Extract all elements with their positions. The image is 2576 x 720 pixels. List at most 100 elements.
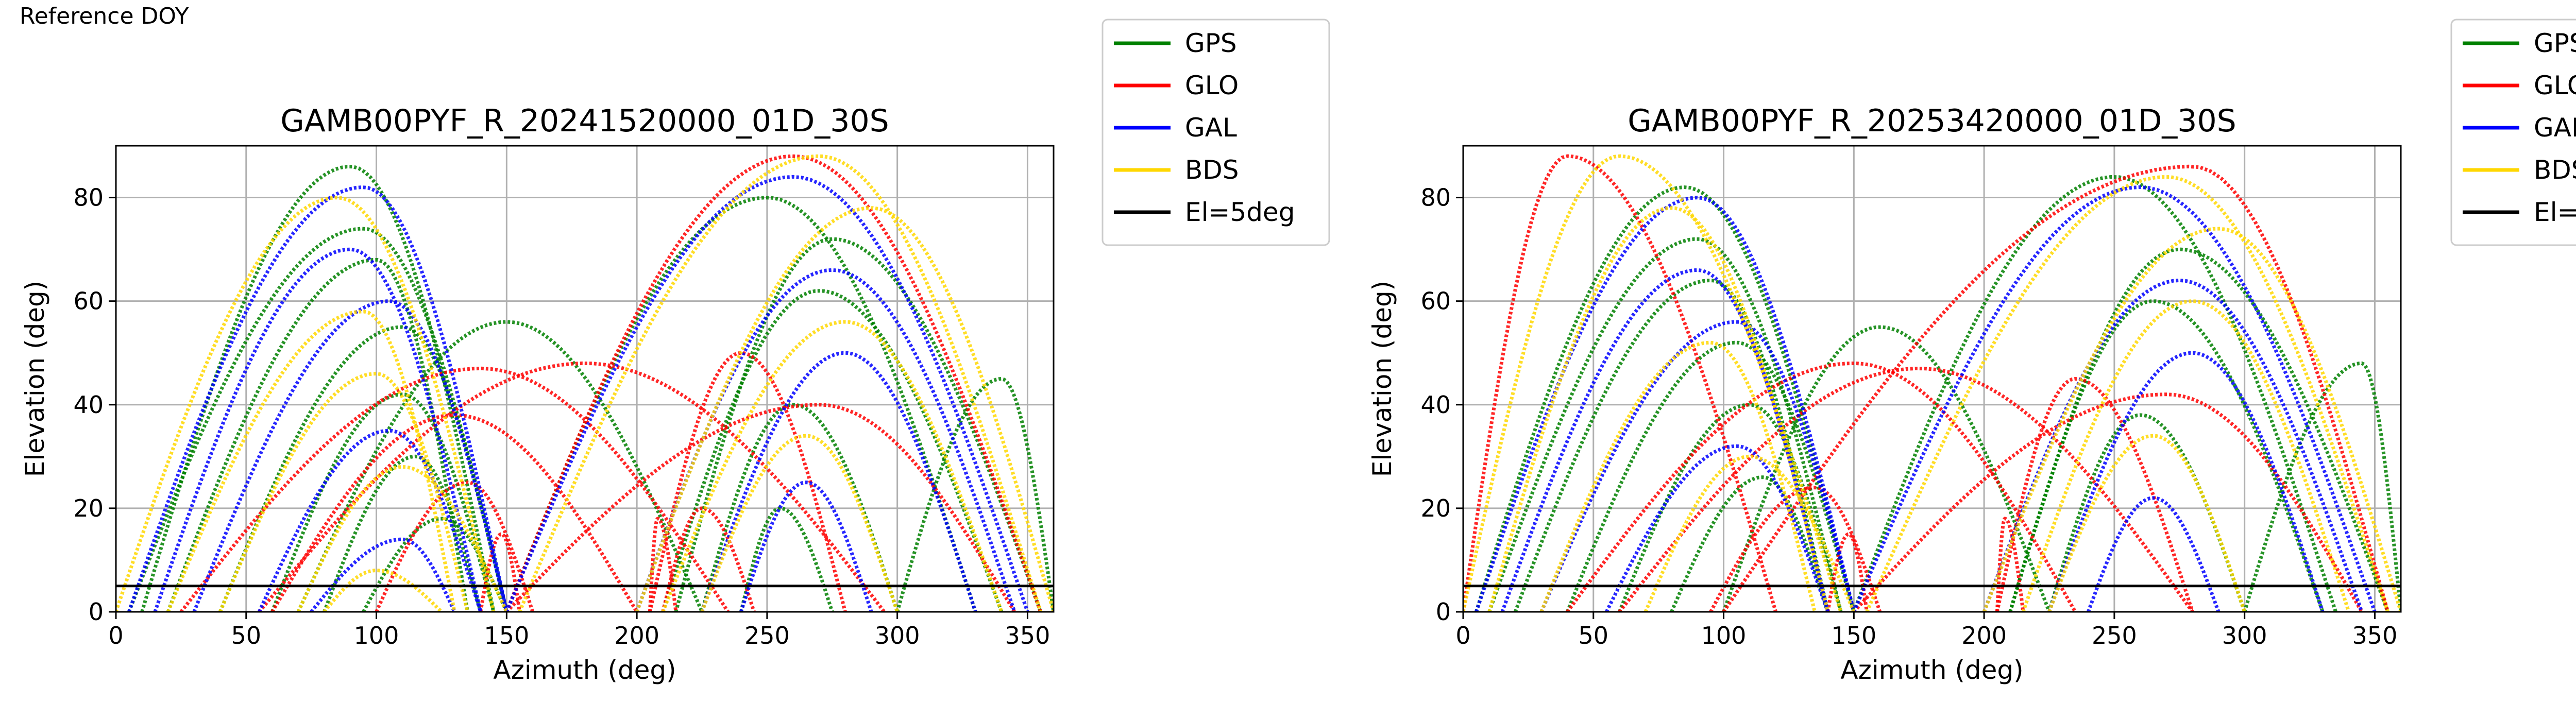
satellite-track <box>1670 475 1830 612</box>
satellite-track <box>648 517 678 612</box>
satellite-track <box>375 481 535 612</box>
satellite-track <box>296 465 509 612</box>
series-glo <box>179 154 1043 612</box>
satellite-track <box>1463 154 1843 612</box>
legend: GPS GLO GAL BDS El=5deg <box>1101 19 1330 246</box>
x-tick-label: 50 <box>1579 622 1609 649</box>
series-gps <box>127 164 1054 612</box>
x-tick-label: 350 <box>1005 622 1050 649</box>
x-axis-label: Azimuth (deg) <box>1840 655 2023 685</box>
satellite-track <box>661 320 1004 612</box>
satellite-track <box>192 299 509 612</box>
x-tick-label: 350 <box>2352 622 2398 649</box>
satellite-track <box>1852 392 2364 612</box>
satellite-track <box>661 289 1004 612</box>
x-tick-label: 150 <box>484 622 529 649</box>
satellite-track <box>1995 517 2025 612</box>
satellite-track <box>1539 320 1856 612</box>
satellite-track <box>895 376 1054 612</box>
satellite-track <box>2243 361 2401 612</box>
satellite-track <box>739 481 873 612</box>
legend-label: GPS <box>2534 28 2576 58</box>
y-tick-label: 0 <box>1436 598 1451 626</box>
satellite-track <box>2021 299 2351 612</box>
satellite-track <box>1852 175 2337 612</box>
y-tick-label: 40 <box>73 391 104 419</box>
satellite-track <box>179 366 730 612</box>
satellite-track <box>310 537 456 612</box>
legend-label: BDS <box>2534 155 2576 185</box>
x-tick-label: 0 <box>108 622 123 649</box>
y-tick-label: 60 <box>73 287 104 315</box>
y-tick-label: 20 <box>1420 494 1451 522</box>
skyplot-left: 0 50 100 150 200 250 300 350 0 20 40 60 80 GAMB00PYF_… <box>20 19 1330 685</box>
page-title: Reference DOY <box>20 3 189 29</box>
series-glo <box>1463 154 2390 612</box>
satellite-track <box>1982 227 2401 612</box>
satellite-track <box>700 434 900 612</box>
y-tick-label: 60 <box>1420 287 1451 315</box>
satellite-track <box>1513 279 1830 612</box>
satellite-track <box>1539 340 1817 612</box>
satellite-track <box>2047 351 2325 612</box>
satellite-track <box>661 506 756 612</box>
satellite-track <box>218 325 509 612</box>
satellite-track <box>1604 444 1830 612</box>
satellite-track <box>2087 496 2221 612</box>
x-tick-label: 250 <box>2092 622 2137 649</box>
legend-label: BDS <box>1185 155 1239 185</box>
series-bds <box>116 154 1054 612</box>
x-tick-label: 300 <box>875 622 920 649</box>
satellite-track <box>505 175 1029 612</box>
satellite-track <box>1709 486 1882 612</box>
axes-frame <box>1462 145 2402 613</box>
legend-label: GLO <box>2534 71 2576 100</box>
satellite-track <box>505 403 1016 612</box>
satellite-track <box>270 413 639 612</box>
y-tick-label: 80 <box>73 184 104 212</box>
plot-area <box>1463 154 2401 612</box>
chart-title: GAMB00PYF_R_20253420000_01D_30S <box>1628 103 2236 139</box>
satellite-track <box>166 258 469 612</box>
satellite-track <box>1487 206 1830 612</box>
skyplot-right: 0 50 100 150 200 250 300 350 0 20 40 60 80 GAMB00PYF_… <box>1367 19 2576 685</box>
satellite-track <box>1995 376 2194 612</box>
legend-label: GLO <box>1185 71 1239 100</box>
chart-title: GAMB00PYF_R_20241520000_01D_30S <box>280 103 889 139</box>
satellite-track <box>296 320 704 612</box>
satellite-track <box>2047 413 2247 612</box>
satellite-track <box>648 351 847 612</box>
satellite-track <box>127 227 509 612</box>
x-tick-label: 300 <box>2222 622 2267 649</box>
legend-label: GAL <box>1185 113 1237 143</box>
satellite-track <box>1566 361 2077 612</box>
series-gal <box>127 175 1029 612</box>
x-tick-label: 250 <box>744 622 790 649</box>
satellite-track <box>153 247 483 612</box>
satellite-track <box>323 569 443 612</box>
legend-label: El=5deg <box>2534 197 2576 227</box>
satellite-track <box>1722 325 2051 612</box>
y-tick-label: 80 <box>1420 184 1451 212</box>
y-tick-label: 0 <box>89 598 104 626</box>
x-tick-label: 150 <box>1831 622 1876 649</box>
satellite-track <box>1565 340 1856 612</box>
x-tick-label: 0 <box>1455 622 1470 649</box>
satellite-track <box>1500 268 1830 612</box>
x-tick-label: 200 <box>1961 622 2007 649</box>
satellite-track <box>218 371 469 612</box>
legend-frame <box>1101 19 1330 246</box>
satellite-track <box>323 454 483 612</box>
satellite-track <box>166 310 456 612</box>
y-axis-label: Elevation (deg) <box>1367 281 1397 477</box>
x-tick-label: 200 <box>614 622 659 649</box>
satellite-track <box>700 351 977 612</box>
satellite-track <box>674 237 1042 612</box>
legend-frame <box>2450 19 2576 246</box>
satellite-track <box>1865 175 2390 612</box>
axes-frame <box>115 145 1055 613</box>
satellite-track <box>505 154 1043 612</box>
satellite-track <box>1826 532 1869 612</box>
series-bds <box>1463 154 2401 612</box>
